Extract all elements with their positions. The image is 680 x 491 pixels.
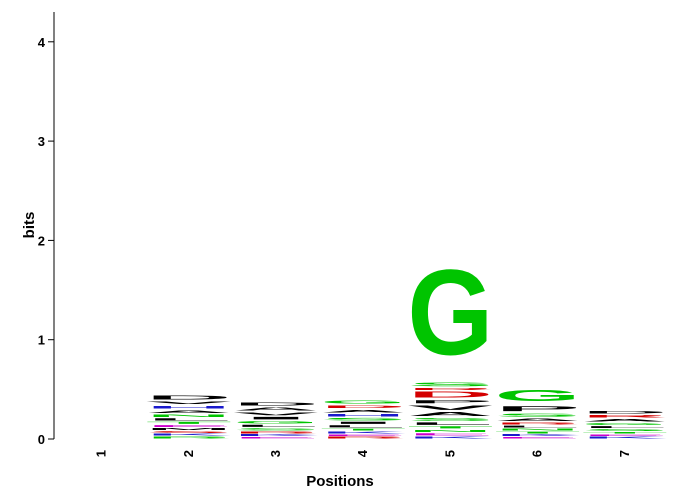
logo-letter-S: S [146, 431, 232, 434]
x-tick-label: 7 [617, 450, 632, 457]
logo-letter-K: K [233, 434, 319, 436]
logo-letter-R: R [320, 437, 406, 439]
logo-letter-D: D [233, 401, 319, 406]
logo-letter-N: N [407, 429, 493, 432]
x-tick-label: 4 [355, 449, 370, 457]
x-tick-label: 6 [530, 450, 545, 457]
logo-letter-L: L [582, 426, 668, 429]
logo-letter-T: T [320, 428, 406, 431]
logo-letter-T: T [407, 426, 493, 429]
y-tick-label: 3 [38, 134, 45, 149]
logo-letter-S: S [320, 417, 406, 421]
logo-letter-P: P [407, 399, 493, 404]
logo-letter-A: A [407, 411, 493, 417]
logo-letter-R: R [495, 422, 581, 425]
x-axis-title: Positions [306, 473, 374, 490]
logo-letter-V: V [233, 412, 319, 416]
logo-letter-D: D [407, 390, 493, 399]
logo-letter-V: V [146, 401, 232, 405]
x-tick-label: 1 [94, 450, 109, 457]
logo-letter-H: H [320, 413, 406, 417]
logo-letter-D: D [320, 404, 406, 408]
logo-letter-T: T [495, 431, 581, 434]
x-axis: 1 2 3 4 5 6 7 [94, 449, 632, 457]
logo-letter-L: L [146, 418, 232, 421]
x-tick-label: 5 [442, 450, 457, 457]
logo-letter-G: G [582, 422, 668, 425]
logo-letter-K: K [582, 437, 668, 439]
logo-letter-N: N [146, 414, 232, 418]
logo-letter-A: A [320, 409, 406, 413]
logo-letter-S: S [407, 381, 493, 387]
y-tick-label: 4 [38, 35, 46, 50]
logo-letter-E: E [233, 437, 319, 439]
logo-letter-G: G [320, 399, 406, 404]
y-tick-label: 2 [38, 233, 45, 248]
logo-letter-I: I [320, 421, 406, 424]
logo-letter-I: I [233, 416, 319, 420]
logo-stacks: RKSMETLNAHVDEKRSLGIVADREKTLISHADGKENTLSA… [146, 245, 668, 439]
logo-letter-L: L [495, 425, 581, 428]
logo-letter-K: K [146, 434, 232, 436]
logo-letter-G: G [233, 420, 319, 424]
logo-letter-S: S [495, 413, 581, 418]
y-tick-label: 0 [38, 432, 45, 447]
logo-letter-E: E [495, 437, 581, 439]
logo-letter-A: A [495, 418, 581, 422]
logo-letter-E: E [320, 434, 406, 436]
logo-letter-E: E [407, 433, 493, 436]
logo-letter-D: D [582, 410, 668, 414]
logo-letter-G: G [495, 387, 581, 405]
logo-letter-K: K [407, 436, 493, 439]
logo-letter-N: N [495, 428, 581, 431]
logo-letter-E: E [146, 425, 232, 428]
y-axis: 0 1 2 3 4 [38, 12, 55, 447]
x-tick-label: 3 [268, 450, 283, 457]
logo-letter-R: R [407, 387, 493, 390]
logo-letter-S: S [233, 428, 319, 431]
logo-letter-M: M [146, 428, 232, 431]
logo-letter-K: K [320, 431, 406, 434]
y-tick-label: 1 [38, 333, 45, 348]
logo-letter-L: L [233, 424, 319, 427]
logo-letter-V: V [407, 404, 493, 411]
logo-letter-L: L [320, 425, 406, 428]
logo-letter-H: H [146, 405, 232, 409]
logo-letter-E: E [582, 434, 668, 436]
logo-letter-D: D [146, 395, 232, 401]
logo-letter-K: K [495, 434, 581, 436]
logo-letter-L: L [407, 422, 493, 426]
logo-letter-R: R [146, 436, 232, 439]
logo-letter-A: A [146, 409, 232, 413]
x-tick-label: 2 [181, 450, 196, 457]
logo-letter-R: R [233, 431, 319, 434]
logo-letter-R: R [582, 414, 668, 418]
logo-letter-P: P [495, 405, 581, 413]
y-axis-title: bits [21, 212, 38, 239]
logo-letter-A: A [582, 418, 668, 422]
logo-letter-S: S [407, 417, 493, 421]
logo-letter-A: A [233, 407, 319, 412]
logo-letter-S: S [582, 429, 668, 432]
logo-letter-G: G [407, 245, 493, 381]
logo-letter-T: T [146, 421, 232, 424]
logo-letter-T: T [582, 432, 668, 434]
